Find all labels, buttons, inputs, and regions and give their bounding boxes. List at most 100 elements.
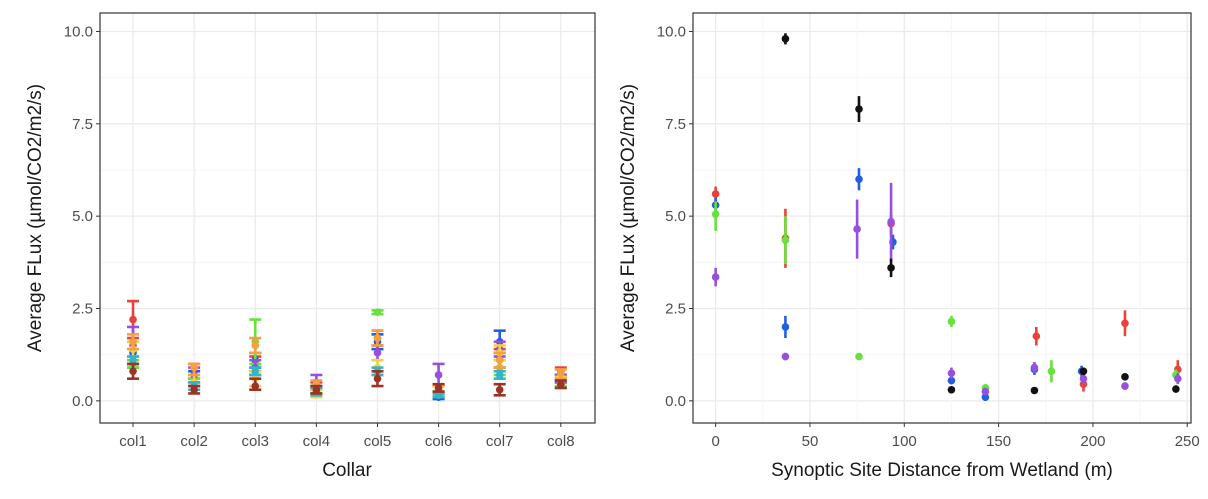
- collar-point-orange: [493, 351, 506, 369]
- distance-point-green: [781, 216, 790, 265]
- x-tick-label: 0: [711, 433, 719, 450]
- collar-point-brown: [249, 377, 262, 392]
- data-point: [855, 105, 863, 113]
- distance-point-purple: [711, 267, 720, 287]
- distance-x-axis: 0 50 100 150 200 250: [711, 423, 1200, 450]
- data-point: [887, 264, 895, 272]
- distance-point-red: [1032, 326, 1041, 346]
- x-tick-label-col4: col4: [303, 433, 331, 450]
- x-tick-label-col1: col1: [119, 433, 147, 450]
- data-point: [887, 217, 895, 226]
- x-tick-label: 100: [892, 433, 917, 450]
- data-point: [1173, 374, 1182, 383]
- distance-point-blue: [781, 315, 790, 339]
- y-tick-label: 5.0: [665, 208, 686, 225]
- y-tick-label: 7.5: [72, 116, 93, 133]
- data-point: [190, 363, 198, 372]
- data-point: [495, 356, 504, 365]
- distance-point-black: [1172, 385, 1180, 393]
- data-point: [1121, 382, 1129, 390]
- distance-point-red: [1121, 310, 1129, 337]
- data-point: [373, 374, 382, 383]
- data-point: [711, 210, 720, 219]
- collar-chart: 0.02.55.07.510.0 col1 col2 col3 col4 col5 col…: [25, 12, 596, 481]
- data-point: [129, 356, 137, 365]
- data-point: [1032, 332, 1041, 340]
- collar-point-orange: [188, 362, 201, 377]
- data-point: [947, 369, 956, 377]
- data-point: [251, 341, 260, 350]
- distance-point-purple: [1173, 373, 1182, 385]
- data-point: [373, 308, 382, 316]
- collar-point-brown: [493, 382, 506, 397]
- distance-point-green: [855, 352, 863, 361]
- x-tick-label-col8: col8: [547, 433, 575, 450]
- data-point: [251, 367, 260, 376]
- data-point: [1172, 385, 1180, 393]
- collar-x-axis: col1 col2 col3 col4 col5 col6 col7 col8: [119, 423, 575, 450]
- data-point: [1121, 373, 1129, 381]
- collar-point-cyan: [432, 391, 445, 400]
- y-tick-label: 0.0: [72, 393, 93, 410]
- y-tick-label: 10.0: [64, 23, 93, 40]
- data-point: [781, 352, 790, 361]
- collar-point-orange: [127, 333, 140, 351]
- data-point: [434, 384, 443, 392]
- distance-x-axis-title: Synoptic Site Distance from Wetland (m): [771, 460, 1113, 481]
- data-point: [129, 315, 137, 324]
- distance-point-black: [855, 96, 863, 122]
- collar-point-brown: [554, 379, 567, 390]
- distance-y-axis: 0.0 2.5 5.0 7.5 10.0: [657, 23, 693, 410]
- collar-point-brown: [371, 369, 384, 388]
- distance-point-black: [781, 33, 790, 45]
- distance-point-black: [947, 385, 956, 394]
- distance-point-green: [947, 315, 956, 327]
- data-point: [495, 385, 504, 394]
- collar-point-brown: [432, 382, 445, 393]
- collar-x-axis-title: Collar: [322, 460, 372, 481]
- data-point: [434, 371, 443, 379]
- data-point: [495, 371, 504, 379]
- data-point: [981, 387, 990, 396]
- x-tick-label-col7: col7: [486, 433, 514, 450]
- data-point: [853, 225, 861, 233]
- x-tick-label-col2: col2: [180, 433, 208, 450]
- data-point: [947, 317, 956, 326]
- collar-point-cyan: [249, 366, 262, 377]
- distance-point-purple: [1121, 382, 1129, 390]
- data-point: [190, 385, 198, 394]
- data-point: [1079, 380, 1088, 389]
- data-point: [1121, 319, 1129, 328]
- collar-plot-panel: [100, 13, 595, 423]
- distance-point-black: [887, 258, 895, 278]
- data-point: [981, 393, 990, 401]
- distance-point-purple: [853, 199, 861, 259]
- data-point: [557, 380, 565, 389]
- y-tick-label: 7.5: [665, 116, 686, 133]
- data-point: [1030, 386, 1039, 395]
- y-tick-label: 2.5: [72, 300, 93, 317]
- collar-y-axis-title: Average FLux (µmol/CO2/m2/s): [25, 84, 46, 352]
- collar-point-cyan: [493, 369, 506, 380]
- x-tick-label: 150: [986, 433, 1011, 450]
- data-point: [373, 334, 382, 342]
- distance-point-green: [711, 201, 720, 231]
- data-point: [312, 385, 321, 394]
- data-point: [1079, 374, 1088, 383]
- data-point: [373, 349, 382, 357]
- collar-point-brown: [188, 384, 201, 395]
- distance-chart: 0.0 2.5 5.0 7.5 10.0 0 50 100 150 200 250 Synopti…: [618, 12, 1200, 481]
- data-point: [129, 367, 137, 376]
- collar-point-brown: [127, 362, 140, 380]
- collar-point-red: [127, 299, 140, 340]
- data-point: [557, 369, 565, 377]
- collar-point-brown: [310, 384, 323, 395]
- distance-point-purple: [887, 182, 895, 261]
- data-point: [781, 35, 790, 43]
- distance-point-purple: [947, 367, 956, 379]
- collar-point-green: [371, 308, 384, 316]
- x-tick-label: 50: [802, 433, 819, 450]
- distance-y-axis-title: Average FLux (µmol/CO2/m2/s): [618, 84, 639, 352]
- distance-gridlines: [693, 13, 1191, 423]
- data-point: [434, 391, 443, 400]
